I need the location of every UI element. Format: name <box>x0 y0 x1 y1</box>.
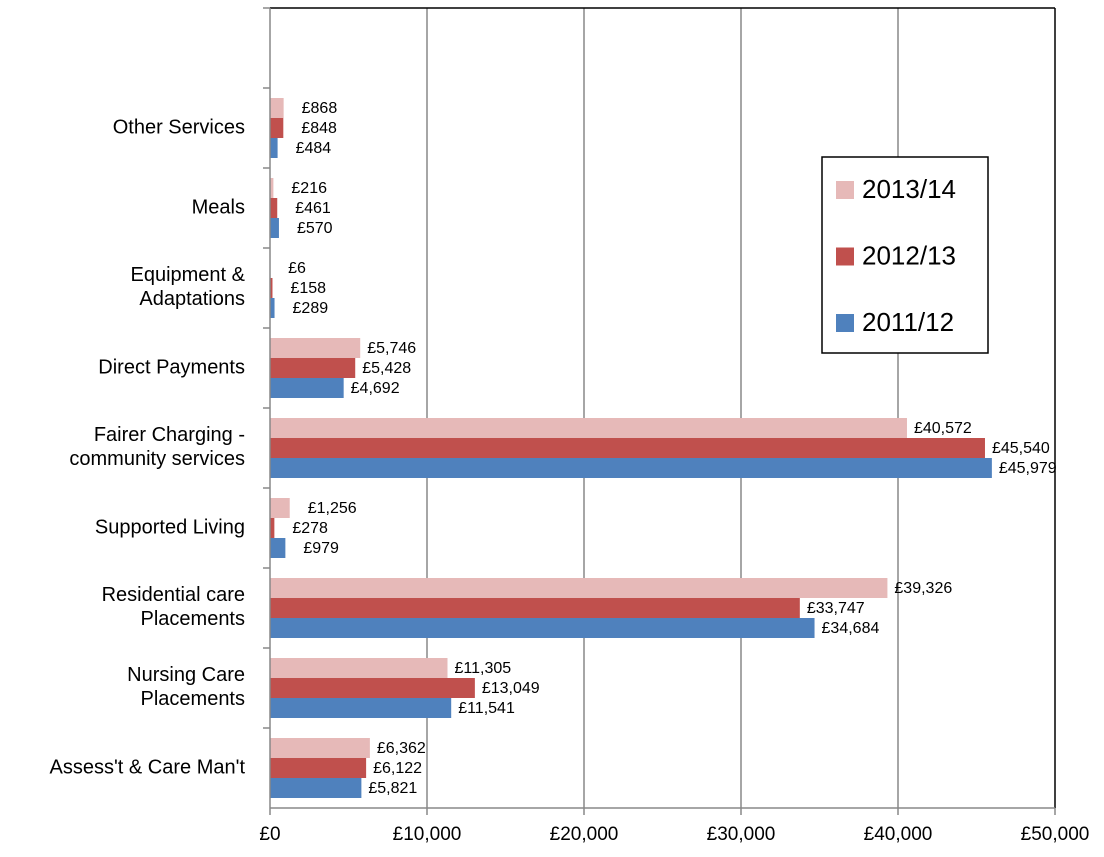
legend-swatch <box>836 181 854 199</box>
x-tick-label: £10,000 <box>393 824 462 845</box>
value-label: £6,122 <box>373 760 422 777</box>
bar <box>270 298 275 318</box>
bar <box>270 518 275 538</box>
bar <box>270 778 362 798</box>
bar <box>270 358 356 378</box>
value-label: £39,326 <box>894 580 952 597</box>
legend-label: 2012/13 <box>862 240 956 270</box>
value-label: £11,305 <box>454 660 511 677</box>
y-tick-label: Other Services <box>113 116 245 138</box>
value-label: £1,256 <box>308 500 357 517</box>
bar <box>270 178 274 198</box>
bar <box>270 418 907 438</box>
value-label: £45,979 <box>999 460 1057 477</box>
legend-label: 2011/12 <box>862 307 954 337</box>
legend-swatch <box>836 247 854 266</box>
value-label: £45,540 <box>992 440 1050 457</box>
bar <box>270 578 888 598</box>
value-label: £289 <box>293 300 329 317</box>
bar <box>270 98 284 118</box>
y-tick-label: Meals <box>192 196 245 218</box>
value-label: £5,428 <box>362 360 411 377</box>
bar <box>270 758 367 778</box>
x-tick-label: £20,000 <box>550 824 619 845</box>
x-tick-label: £50,000 <box>1021 824 1090 845</box>
value-label: £158 <box>290 280 326 297</box>
y-tick-label: Direct Payments <box>98 356 245 378</box>
bar <box>270 498 290 518</box>
value-label: £40,572 <box>914 420 972 437</box>
bar <box>270 338 361 358</box>
legend: 2013/14 2012/13 2011/12 <box>821 156 989 354</box>
legend-swatch <box>836 314 854 332</box>
bar <box>270 118 284 138</box>
x-tick-label: £40,000 <box>864 824 933 845</box>
bar <box>270 378 344 398</box>
value-label: £13,049 <box>482 680 540 697</box>
bar <box>270 458 992 478</box>
bar <box>270 198 278 218</box>
bar <box>270 438 985 458</box>
y-tick-label: Fairer Charging -community services <box>69 424 245 470</box>
bar <box>270 618 815 638</box>
value-label: £461 <box>295 200 331 217</box>
bar <box>270 658 448 678</box>
value-label: £34,684 <box>822 620 880 637</box>
value-label: £6,362 <box>377 740 426 757</box>
y-tick-label: Supported Living <box>95 516 245 538</box>
y-tick-label: Equipment & Adaptations <box>130 264 245 310</box>
value-label: £848 <box>301 120 337 137</box>
value-label: £868 <box>302 100 338 117</box>
bar <box>270 678 475 698</box>
x-tick-label: £30,000 <box>707 824 776 845</box>
y-tick-label: Nursing Care Placements <box>127 664 245 710</box>
legend-label: 2013/14 <box>862 174 956 204</box>
bar <box>270 138 278 158</box>
value-label: £278 <box>292 520 328 537</box>
value-label: £11,541 <box>458 700 515 717</box>
value-label: £216 <box>291 180 327 197</box>
bar <box>270 278 273 298</box>
value-label: £33,747 <box>807 600 865 617</box>
bar <box>270 698 452 718</box>
x-tick-label: £0 <box>259 824 280 845</box>
value-label: £5,821 <box>368 780 417 797</box>
value-label: £6 <box>288 260 306 277</box>
y-tick-label: Assess't & Care Man't <box>50 756 246 778</box>
bar <box>270 738 370 758</box>
value-label: £4,692 <box>351 380 400 397</box>
bar <box>270 598 800 618</box>
value-label: £570 <box>297 220 333 237</box>
bar <box>270 538 286 558</box>
bar <box>270 218 279 238</box>
value-label: £5,746 <box>367 340 416 357</box>
value-label: £484 <box>296 140 332 157</box>
value-label: £979 <box>303 540 339 557</box>
y-tick-label: Residential care Placements <box>102 584 245 630</box>
